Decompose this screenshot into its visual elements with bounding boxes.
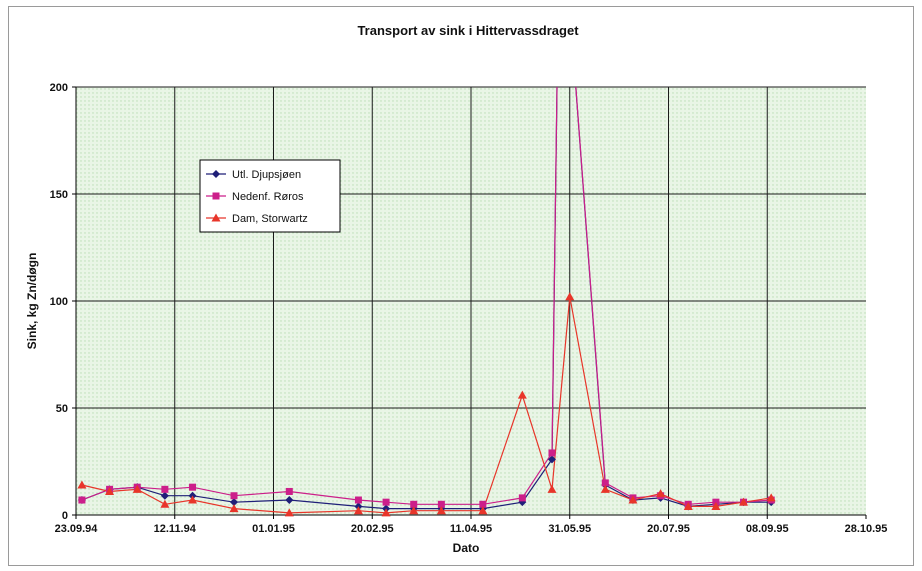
data-point [353,506,363,515]
legend-marker [212,170,220,178]
x-tick-label: 11.04.95 [450,523,492,535]
data-point [478,506,488,515]
data-point [381,508,391,517]
gridlines [76,86,866,515]
data-point [518,494,526,502]
marker-layer [77,292,776,517]
legend-label: Nedenf. Røros [232,191,304,203]
legend-label: Dam, Storwartz [232,213,308,225]
data-point [410,500,418,508]
data-point [285,487,293,495]
legend-label: Utl. Djupsjøen [232,169,301,181]
x-tick-label: 20.02.95 [351,523,394,535]
data-point [479,500,487,508]
data-point [284,508,294,517]
data-point [656,489,666,498]
y-tick-label: 0 [62,510,68,522]
data-point [711,501,721,510]
x-tick-label: 08.09.95 [746,523,789,535]
x-tick-label: 01.01.95 [252,523,295,535]
x-tick-label: 20.07.95 [647,523,690,535]
y-axis-label: Sink, kg Zn/døgn [25,253,39,350]
data-point [601,479,609,487]
data-point [547,455,556,464]
data-point [77,480,87,489]
y-tick-label: 150 [50,189,68,201]
data-point [285,496,294,505]
legend-marker [211,213,221,222]
y-axis-ticks: 0 50 100 150 200 [50,82,76,522]
series-line-1 [81,87,772,510]
series-layer [81,87,772,514]
data-point [382,498,390,506]
data-point [132,484,142,493]
y-tick-label: 200 [50,82,68,94]
data-point [230,498,238,507]
data-point [161,485,169,493]
legend-marker [212,192,220,200]
data-point [160,491,169,500]
data-point [105,486,115,495]
data-point [517,390,527,399]
chart-title: Transport av sink i Hittervassdraget [357,23,579,38]
data-point [229,504,239,513]
x-axis-label: Dato [453,541,480,555]
data-point [548,449,556,457]
data-point [230,492,238,500]
data-point [189,483,197,491]
data-point [739,497,749,506]
data-point [409,506,419,515]
legend: Utl. Djupsjøen Nedenf. Røros Dam, Storwart… [199,159,341,233]
x-tick-label: 28.10.95 [845,523,888,535]
data-point [437,500,445,508]
x-axis-ticks: 23.09.94 12.11.94 01.01.95 20.02.95 11.04.95… [55,515,888,535]
data-point [436,506,446,515]
data-point [160,499,170,508]
data-point [78,496,86,504]
data-point [188,495,198,504]
data-point [354,496,362,504]
x-tick-label: 31.05.95 [548,523,591,535]
data-point [565,292,575,301]
data-point [547,484,557,493]
data-point [766,493,776,502]
data-point [683,501,693,510]
x-tick-label: 23.09.94 [55,523,99,535]
x-tick-label: 12.11.94 [154,523,197,535]
data-point [628,495,638,504]
data-point [600,484,610,493]
series-line-3 [81,296,772,514]
y-tick-label: 50 [56,403,68,415]
y-tick-label: 100 [50,296,68,308]
